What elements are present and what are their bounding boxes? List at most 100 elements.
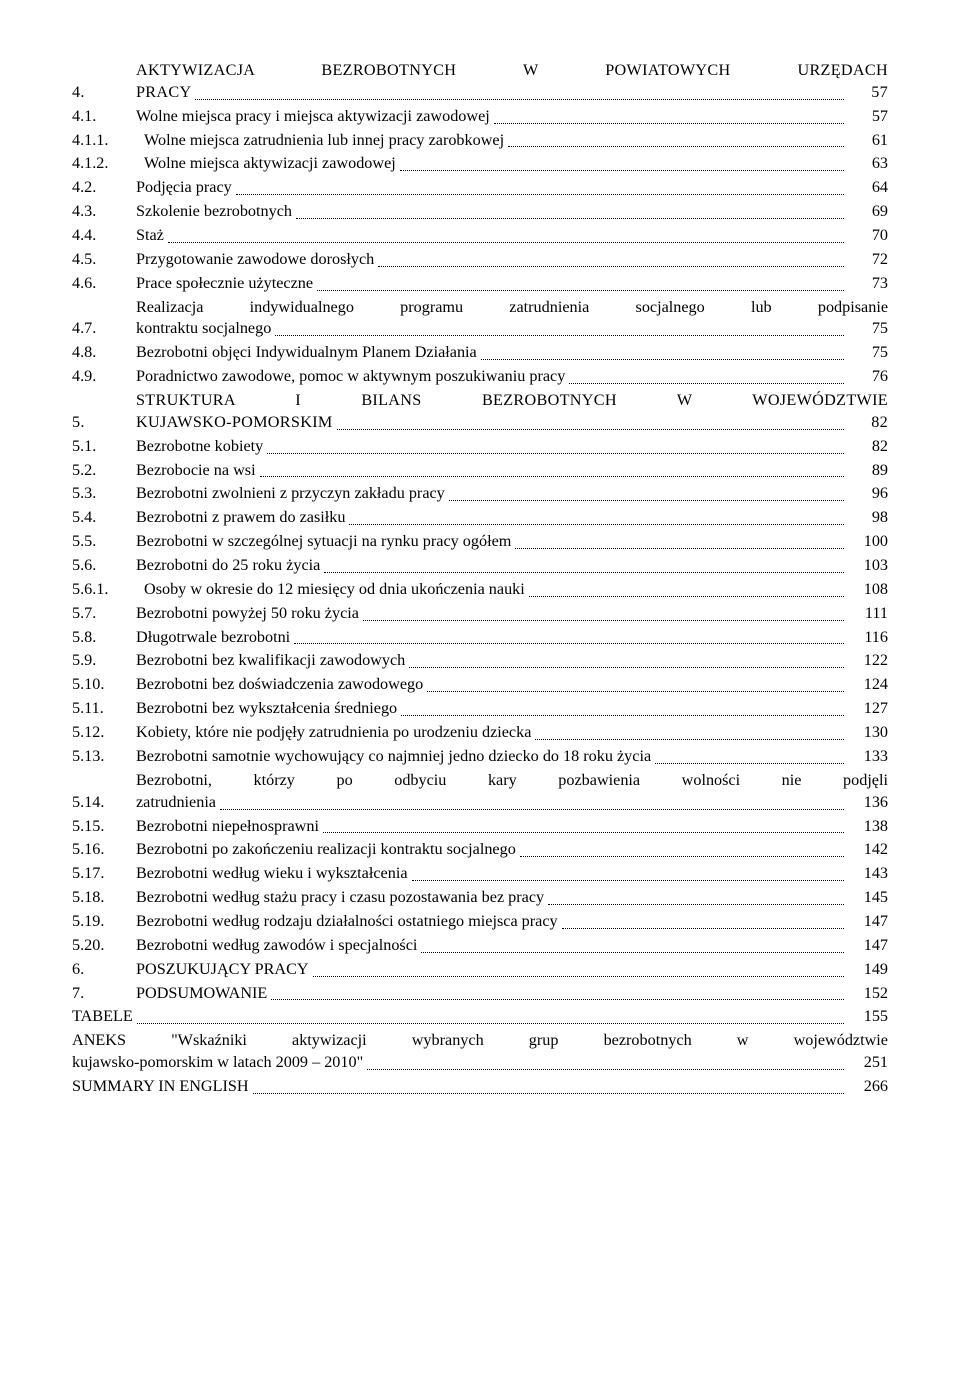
toc-row: 5.17.Bezrobotni według wieku i wykształc… [72, 863, 888, 885]
toc-leader-dots [137, 1023, 844, 1024]
toc-page: 108 [848, 579, 888, 601]
toc-title: Bezrobotni bez wykształcenia średniego [136, 698, 397, 720]
toc-number: 4.1.2. [72, 153, 144, 175]
toc-number: 5.10. [72, 674, 136, 696]
toc-row: 4.2.Podjęcia pracy64 [72, 177, 888, 199]
toc-leader-dots [267, 453, 844, 454]
toc-leader-dots [562, 928, 844, 929]
toc-row: 4.4.Staż70 [72, 225, 888, 247]
toc-page: 136 [848, 792, 888, 814]
toc-row: ANEKS "Wskaźniki aktywizacji wybranych g… [72, 1030, 888, 1074]
toc-title: Bezrobotni samotnie wychowujący co najmn… [136, 746, 651, 768]
toc-leader-dots [409, 667, 844, 668]
toc-title: Bezrobotni, którzy po odbyciu kary pozba… [136, 770, 888, 814]
toc-leader-dots [260, 476, 844, 477]
toc-leader-dots [367, 1069, 844, 1070]
toc-page: 142 [848, 839, 888, 861]
toc-page: 145 [848, 887, 888, 909]
toc-row: 5.5.Bezrobotni w szczególnej sytuacji na… [72, 531, 888, 553]
toc-number: 5.14. [72, 792, 136, 814]
toc-leader-dots [515, 548, 844, 549]
toc-row: 5.1.Bezrobotne kobiety 82 [72, 436, 888, 458]
toc-leader-dots [421, 952, 844, 953]
toc-page: 61 [848, 130, 888, 152]
toc-leader-dots [412, 880, 844, 881]
toc-title: Wolne miejsca zatrudnienia lub innej pra… [144, 130, 504, 152]
toc-leader-dots [427, 691, 844, 692]
toc-title: POSZUKUJĄCY PRACY [136, 959, 309, 981]
toc-number: 4.7. [72, 318, 136, 340]
toc-number: 5.12. [72, 722, 136, 744]
toc-title: Osoby w okresie do 12 miesięcy od dnia u… [144, 579, 525, 601]
toc-row: 4.3.Szkolenie bezrobotnych69 [72, 201, 888, 223]
toc-page: 147 [848, 911, 888, 933]
toc-number: 5. [72, 412, 136, 434]
toc-number: 5.7. [72, 603, 136, 625]
toc-page: 73 [848, 273, 888, 295]
toc-page: 75 [848, 318, 888, 340]
toc-title: Prace społecznie użyteczne [136, 273, 313, 295]
toc-title: Bezrobotni powyżej 50 roku życia [136, 603, 359, 625]
toc-title: Bezrobocie na wsi [136, 460, 256, 482]
toc-title: STRUKTURA I BILANS BEZROBOTNYCH W WOJEWÓ… [136, 390, 888, 434]
toc-row: 5.20.Bezrobotni według zawodów i specjal… [72, 935, 888, 957]
toc-leader-dots [363, 620, 844, 621]
toc-leader-dots [271, 999, 844, 1000]
toc-leader-dots [378, 266, 844, 267]
toc-page: 57 [848, 106, 888, 128]
toc-title: Bezrobotni według wieku i wykształcenia [136, 863, 408, 885]
toc-title: PODSUMOWANIE [136, 983, 267, 1005]
toc-page: 96 [848, 483, 888, 505]
toc-title: TABELE [72, 1006, 133, 1028]
toc-number: 4.3. [72, 201, 136, 223]
toc-title: Kobiety, które nie podjęły zatrudnienia … [136, 722, 531, 744]
toc-row: TABELE155 [72, 1006, 888, 1028]
toc-page: 75 [848, 342, 888, 364]
toc-number: 5.20. [72, 935, 136, 957]
toc-title: Bezrobotni z prawem do zasiłku [136, 507, 345, 529]
toc-row: 6.POSZUKUJĄCY PRACY149 [72, 959, 888, 981]
toc-row: 5.7.Bezrobotni powyżej 50 roku życia111 [72, 603, 888, 625]
toc-row: 5.6.1.Osoby w okresie do 12 miesięcy od … [72, 579, 888, 601]
toc-row: 4.9.Poradnictwo zawodowe, pomoc w aktywn… [72, 366, 888, 388]
toc-leader-dots [168, 242, 844, 243]
toc-page: 89 [848, 460, 888, 482]
toc-number: 5.18. [72, 887, 136, 909]
toc-leader-dots [449, 500, 844, 501]
toc-number: 5.6.1. [72, 579, 144, 601]
toc-title: Realizacja indywidualnego programu zatru… [136, 297, 888, 341]
toc-page: 82 [848, 436, 888, 458]
toc-row: 5.9.Bezrobotni bez kwalifikacji zawodowy… [72, 650, 888, 672]
toc-row: 4.5.Przygotowanie zawodowe dorosłych72 [72, 249, 888, 271]
toc-title: Staż [136, 225, 164, 247]
toc-leader-dots [294, 643, 844, 644]
toc-number: 4.6. [72, 273, 136, 295]
toc-leader-dots [236, 194, 844, 195]
toc-title: Bezrobotne kobiety [136, 436, 263, 458]
toc-number: 4.8. [72, 342, 136, 364]
toc-row: 5.16.Bezrobotni po zakończeniu realizacj… [72, 839, 888, 861]
toc-leader-dots [494, 123, 844, 124]
toc-number: 5.13. [72, 746, 136, 768]
toc-number: 5.1. [72, 436, 136, 458]
toc-row: 5.13.Bezrobotni samotnie wychowujący co … [72, 746, 888, 768]
toc-leader-dots [324, 572, 844, 573]
toc-number: 5.9. [72, 650, 136, 672]
toc-leader-dots [401, 715, 844, 716]
toc-row: 4.1.1.Wolne miejsca zatrudnienia lub inn… [72, 130, 888, 152]
toc-page: 116 [848, 627, 888, 649]
toc-leader-dots [481, 359, 844, 360]
toc-row: 5.2.Bezrobocie na wsi 89 [72, 460, 888, 482]
toc-leader-dots [529, 596, 844, 597]
toc-title: Bezrobotni według zawodów i specjalności [136, 935, 417, 957]
toc-leader-dots [253, 1093, 844, 1094]
toc-leader-dots [655, 763, 844, 764]
toc-number: 5.2. [72, 460, 136, 482]
toc-page: 82 [848, 412, 888, 434]
toc-row: 5.11.Bezrobotni bez wykształcenia średni… [72, 698, 888, 720]
toc-number: 5.15. [72, 816, 136, 838]
toc-title: Bezrobotni według rodzaju działalności o… [136, 911, 558, 933]
toc-title: Długotrwale bezrobotni [136, 627, 290, 649]
toc-leader-dots [313, 976, 844, 977]
toc-row: 4.AKTYWIZACJA BEZROBOTNYCH W POWIATOWYCH… [72, 60, 888, 104]
